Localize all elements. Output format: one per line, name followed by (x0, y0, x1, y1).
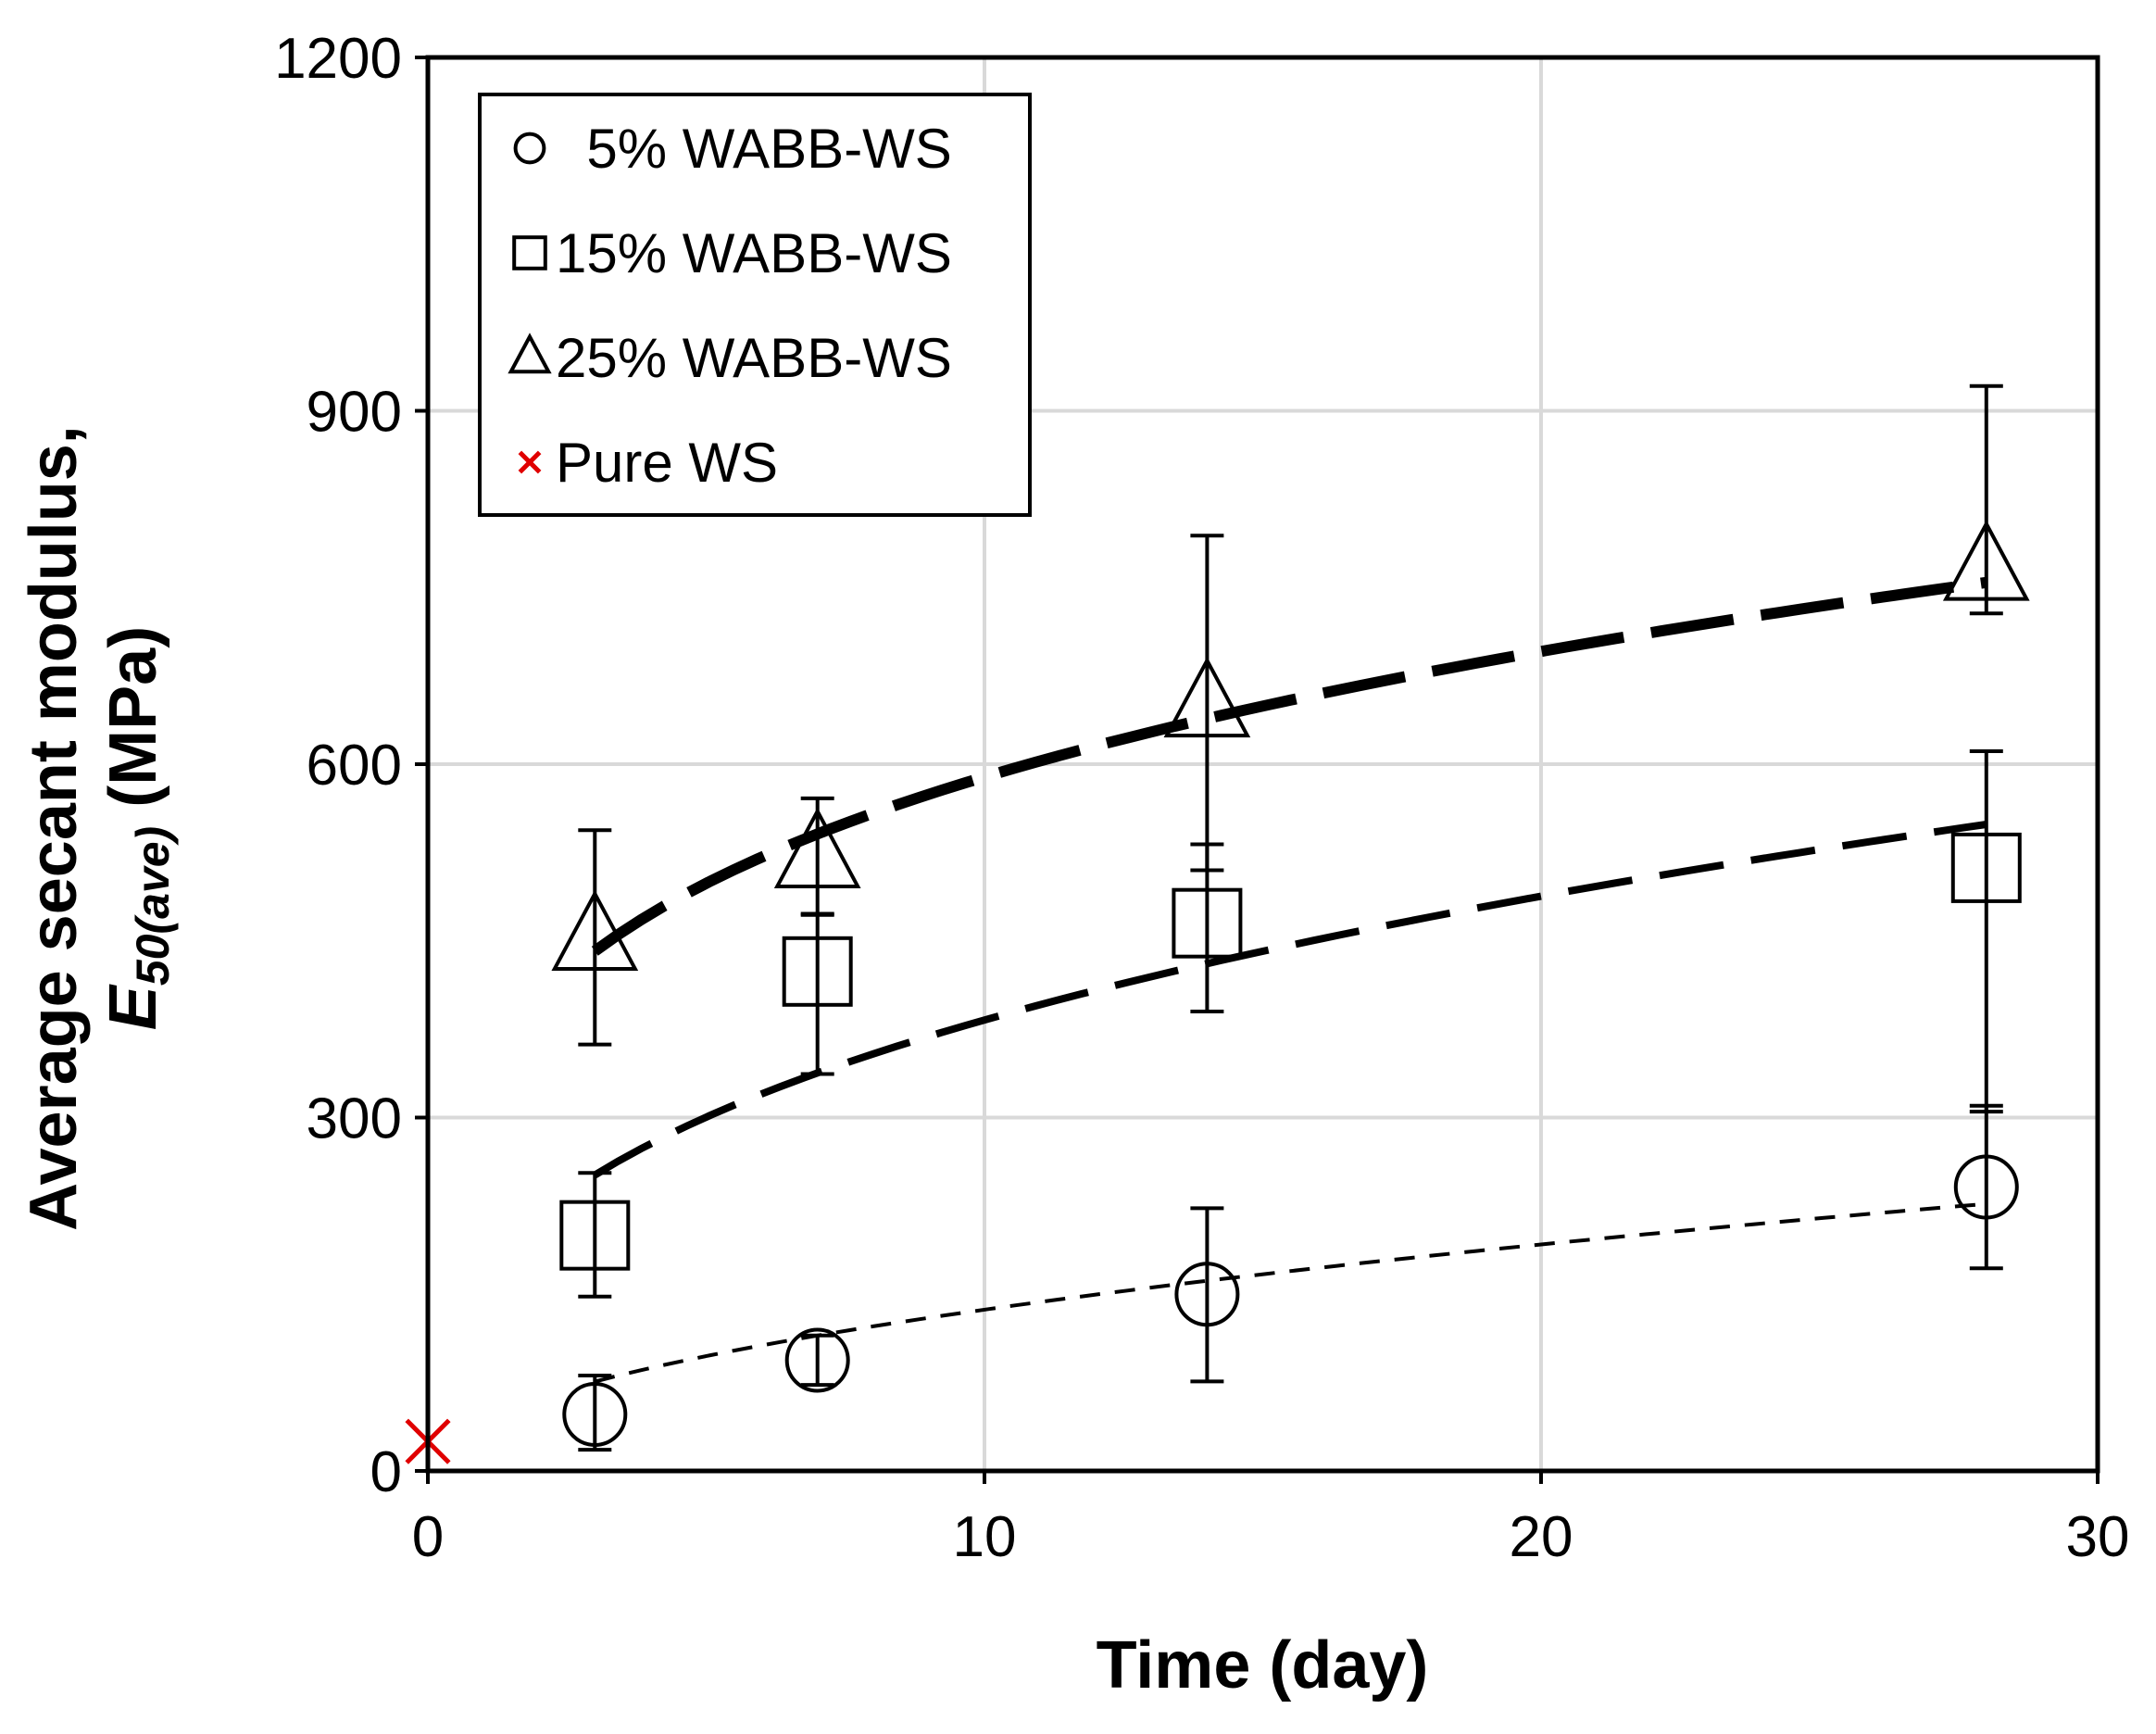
y-axis-subscript: 50(ave) (127, 826, 179, 986)
legend-marker-triangle (508, 333, 552, 374)
data-markers (405, 520, 2030, 1464)
data-point-circle (784, 1327, 850, 1393)
x-axis-title: Time (day) (1097, 1628, 1429, 1703)
error-bars (578, 383, 2003, 1452)
legend-label: 25% WABB-WS (556, 327, 952, 389)
data-point-triangle (773, 807, 861, 888)
y-axis-title-line1: Average secant modulus, (17, 425, 91, 1231)
y-axis-symbol: E (96, 984, 170, 1030)
data-point-square (1172, 887, 1243, 959)
y-axis-title: Average secant modulus, E50(ave) (MPa) (17, 425, 179, 1231)
y-axis-title-line2: E50(ave) (MPa) (96, 626, 179, 1030)
axis-ticks (415, 56, 2100, 1484)
legend-label: 5% WABB-WS (556, 118, 952, 180)
trend-line-circle (594, 1201, 1987, 1384)
y-tick-label: 300 (307, 1087, 402, 1151)
legend-marker-circle (513, 132, 546, 165)
data-point-circle (1953, 1154, 2019, 1220)
legend-label: 15% WABB-WS (556, 222, 952, 284)
y-axis-unit: (MPa) (96, 626, 170, 826)
data-point-circle (562, 1381, 628, 1447)
data-point-square (1950, 832, 2022, 903)
x-tick-label: 0 (412, 1505, 444, 1569)
y-tick-label: 1200 (274, 27, 402, 91)
x-tick-label: 10 (953, 1505, 1017, 1569)
y-tick-label: 600 (307, 734, 402, 798)
legend: 5% WABB-WS 15% WABB-WS 25% WABB-WS Pure WS (478, 93, 1032, 517)
trend-line-square (593, 821, 1987, 1179)
x-tick-label: 30 (2066, 1505, 2130, 1569)
data-point-triangle (1163, 656, 1251, 738)
data-point-square (559, 1200, 631, 1271)
data-point-triangle (551, 889, 639, 971)
legend-label: Pure WS (556, 432, 778, 494)
data-point-circle (1174, 1262, 1240, 1327)
legend-box (478, 93, 1032, 517)
legend-marker-x (518, 450, 542, 474)
y-tick-label: 0 (370, 1440, 402, 1504)
legend-marker-square (512, 235, 547, 270)
x-tick-label: 20 (1510, 1505, 1573, 1569)
data-point-triangle (1942, 520, 2030, 601)
legend-marker-x-stroke (518, 450, 542, 474)
data-point-square (782, 936, 853, 1007)
y-tick-label: 900 (307, 381, 402, 445)
